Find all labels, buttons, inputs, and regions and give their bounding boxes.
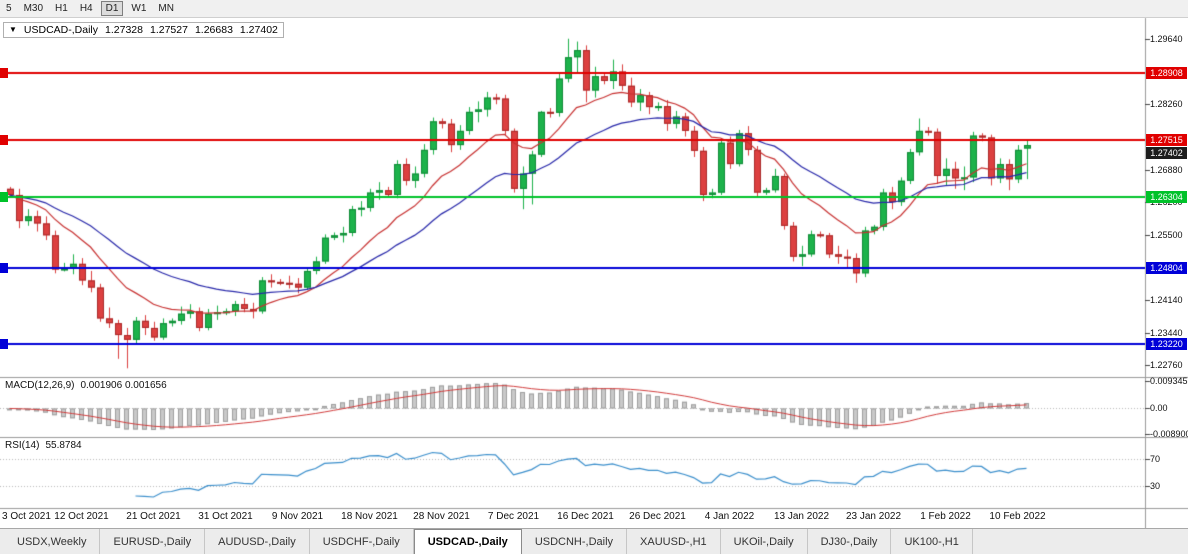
price-tick-label: 1.23440 <box>1150 328 1183 339</box>
rsi-tick-label: 70 <box>1150 453 1161 464</box>
chart-tab-usdx-weekly[interactable]: USDX,Weekly <box>4 529 101 554</box>
level-price-badge: 1.28908 <box>1146 67 1187 80</box>
time-axis-label: 3 Oct 2021 <box>2 511 51 522</box>
time-axis-label: 10 Feb 2022 <box>989 511 1046 522</box>
time-axis-label: 31 Oct 2021 <box>198 511 253 522</box>
ohlc-open: 1.27328 <box>105 24 143 36</box>
chart-tab-xauusd-h1[interactable]: XAUUSD-,H1 <box>627 529 721 554</box>
rsi-label: RSI(14) 55.8784 <box>5 440 82 451</box>
current-price-badge: 1.27402 <box>1146 146 1187 159</box>
period-button-5[interactable]: 5 <box>6 3 12 14</box>
level-left-marker <box>0 68 8 79</box>
level-price-badge: 1.26304 <box>1146 191 1187 204</box>
time-axis-label: 21 Oct 2021 <box>126 511 181 522</box>
price-tick-label: 1.25500 <box>1150 230 1183 241</box>
level-left-marker <box>0 192 8 203</box>
level-price-badge: 1.24804 <box>1146 262 1187 275</box>
price-tick-label: 1.28260 <box>1150 99 1183 110</box>
chart-tab-eurusd-daily[interactable]: EURUSD-,Daily <box>100 529 206 554</box>
ohlc-low: 1.26683 <box>194 24 233 36</box>
price-tick-label: 1.24140 <box>1150 294 1183 305</box>
chart-tab-usdchf-daily[interactable]: USDCHF-,Daily <box>310 529 414 554</box>
rsi-name: RSI(14) <box>5 440 40 451</box>
chart-tab-usdcad-daily[interactable]: USDCAD-,Daily <box>413 529 522 554</box>
level-price-badge: 1.27515 <box>1146 133 1187 146</box>
chart-tab-usdcnh-daily[interactable]: USDCNH-,Daily <box>522 529 628 554</box>
period-button-d1[interactable]: D1 <box>100 1 124 16</box>
time-axis-label: 28 Nov 2021 <box>413 511 470 522</box>
macd-tick-label: -0.008900 <box>1150 429 1188 440</box>
time-axis-label: 9 Nov 2021 <box>271 511 324 522</box>
time-axis-label: 7 Dec 2021 <box>487 511 540 522</box>
ohlc-close: 1.27402 <box>239 24 278 36</box>
level-left-marker <box>0 338 8 349</box>
chart-tab-dj30-daily[interactable]: DJ30-,Daily <box>808 529 892 554</box>
level-left-marker <box>0 134 8 145</box>
macd-tick-label: 0.009345 <box>1150 376 1188 387</box>
level-left-marker <box>0 263 8 274</box>
macd-tick-label: 0.00 <box>1150 403 1168 414</box>
period-button-h4[interactable]: H4 <box>79 3 93 14</box>
price-tick-label: 1.29640 <box>1150 33 1183 44</box>
macd-label: MACD(12,26,9) 0.001906 0.001656 <box>5 380 167 391</box>
chart-tab-ukoil-daily[interactable]: UKOil-,Daily <box>721 529 808 554</box>
period-button-w1[interactable]: W1 <box>131 3 147 14</box>
time-axis-label: 23 Jan 2022 <box>845 511 902 522</box>
chart-title-box: ▼ USDCAD-,Daily 1.27328 1.27527 1.26683 … <box>3 22 284 38</box>
price-tick-label: 1.22760 <box>1150 360 1183 371</box>
time-axis-label: 4 Jan 2022 <box>704 511 755 522</box>
chart-tabs-bar: USDX,Weekly EURUSD-,Daily AUDUSD-,Daily USD… <box>0 528 1188 554</box>
time-axis-label: 26 Dec 2021 <box>629 511 686 522</box>
level-price-badge: 1.23220 <box>1146 337 1187 350</box>
timeframe-toolbar: 5 M30 H1 H4 D1 W1 MN <box>0 0 1188 18</box>
time-axis-label: 13 Jan 2022 <box>773 511 830 522</box>
time-axis-label: 18 Nov 2021 <box>341 511 398 522</box>
time-axis-label: 12 Oct 2021 <box>54 511 109 522</box>
price-tick-label: 1.26880 <box>1150 164 1183 175</box>
chart-tab-audusd-daily[interactable]: AUDUSD-,Daily <box>205 529 310 554</box>
period-button-h1[interactable]: H1 <box>55 3 68 14</box>
time-axis-label: 1 Feb 2022 <box>920 511 971 522</box>
macd-values: 0.001906 0.001656 <box>80 380 167 391</box>
period-button-mn[interactable]: MN <box>158 3 174 14</box>
rsi-tick-label: 30 <box>1150 481 1161 492</box>
chart-tab-uk100-h1[interactable]: UK100-,H1 <box>891 529 973 554</box>
chart-symbol-period: USDCAD-,Daily <box>23 24 99 36</box>
rsi-value: 55.8784 <box>45 440 82 451</box>
ohlc-high: 1.27527 <box>149 24 188 36</box>
macd-name: MACD(12,26,9) <box>5 380 75 391</box>
period-button-m30[interactable]: M30 <box>23 3 44 14</box>
chart-dropdown-icon[interactable]: ▼ <box>9 25 17 34</box>
time-axis-label: 16 Dec 2021 <box>557 511 614 522</box>
